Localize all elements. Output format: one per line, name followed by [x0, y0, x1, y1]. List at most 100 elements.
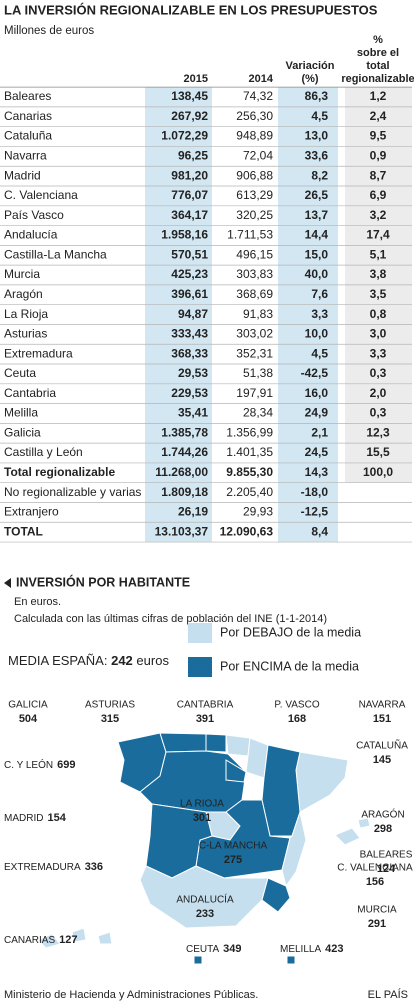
- cell: 15,0: [305, 247, 329, 261]
- region-name: BALEARES: [360, 850, 413, 861]
- cell: 396,61: [171, 287, 208, 301]
- cell: 72,04: [243, 149, 273, 163]
- cell: 368,33: [171, 346, 208, 360]
- row-label: Galicia: [4, 425, 41, 439]
- cell: 11.268,00: [155, 465, 208, 479]
- region-label: C. Y LEÓN 699: [4, 758, 75, 771]
- row-label: Ceuta: [4, 366, 36, 380]
- cell: 8,2: [311, 168, 328, 182]
- cell: 2,0: [370, 386, 387, 400]
- cell: 425,23: [171, 267, 208, 281]
- region-shape: [71, 927, 87, 943]
- column-shade: [278, 87, 338, 543]
- cell: 3,5: [370, 287, 387, 301]
- cell: -42,5: [301, 366, 329, 380]
- legend-swatch: [188, 657, 212, 677]
- media-part: euros: [136, 653, 169, 668]
- cell: 0,9: [370, 149, 387, 163]
- row-label: Andalucía: [4, 228, 58, 242]
- cell: 4,5: [311, 346, 328, 360]
- title: LA INVERSIÓN REGIONALIZABLE EN LOS PRESU…: [4, 2, 378, 17]
- region-value: 291: [368, 918, 386, 930]
- cell: 26,19: [178, 505, 208, 519]
- cell: 13,7: [305, 208, 329, 222]
- region-value: 127: [59, 934, 77, 946]
- cell: 14,4: [305, 228, 329, 242]
- region-name: P. VASCO: [274, 700, 319, 711]
- cell: 267,92: [171, 109, 208, 123]
- column-header: %: [373, 34, 383, 46]
- cell: 16,0: [305, 386, 329, 400]
- region-shape: [159, 732, 207, 753]
- cell: 35,41: [178, 406, 208, 420]
- cell: 981,20: [171, 168, 208, 182]
- cell: 24,9: [305, 406, 329, 420]
- region-label: MELILLA 423: [280, 943, 344, 955]
- row-label: Navarra: [4, 149, 47, 163]
- region-name: MURCIA: [357, 905, 397, 916]
- cell: 28,34: [243, 406, 273, 420]
- cell: 1,2: [370, 89, 387, 103]
- column-header: regionalizable: [341, 73, 414, 85]
- column-header: 2014: [249, 73, 274, 85]
- row-label: Cataluña: [4, 129, 52, 143]
- region-value: 156: [366, 876, 384, 888]
- cell: 303,83: [236, 267, 273, 281]
- region-value: 168: [288, 713, 306, 725]
- row-label: Aragón: [4, 287, 43, 301]
- row-label: Baleares: [4, 89, 51, 103]
- row-label: Castilla-La Mancha: [4, 247, 107, 261]
- row-label: TOTAL: [4, 524, 43, 538]
- cell: 1.744,26: [161, 445, 208, 459]
- row-label: La Rioja: [4, 307, 48, 321]
- region-label: EXTREMADURA 336: [4, 861, 103, 873]
- region-shape: [225, 734, 251, 757]
- row-label: Asturias: [4, 327, 47, 341]
- cell: 1.356,99: [226, 425, 273, 439]
- cell: -18,0: [301, 485, 329, 499]
- cell: 906,88: [236, 168, 273, 182]
- region-value: 275: [224, 854, 242, 866]
- cell: 1.809,18: [161, 485, 208, 499]
- brand: EL PAÍS: [368, 988, 408, 1001]
- region-name: CATALUÑA: [356, 739, 408, 752]
- region-name: CANARIAS: [4, 935, 55, 946]
- row-label: País Vasco: [4, 208, 64, 222]
- region-value: 233: [196, 908, 214, 920]
- media: MEDIA ESPAÑA: 242 euros: [8, 653, 169, 668]
- row-label: C. Valenciana: [4, 188, 78, 202]
- cell: 0,3: [370, 366, 387, 380]
- region-value: 423: [325, 943, 343, 955]
- cell: 1.385,78: [161, 425, 208, 439]
- region-name: EXTREMADURA: [4, 862, 81, 873]
- cell: 3,3: [311, 307, 328, 321]
- region-value: 315: [101, 713, 119, 725]
- region-label: CEUTA 349: [186, 943, 242, 955]
- cell: 570,51: [171, 247, 208, 261]
- region-value: 699: [57, 759, 75, 771]
- cell: 100,0: [363, 465, 393, 479]
- region-label: MADRID 154: [4, 812, 67, 824]
- region-shape: [281, 810, 307, 888]
- cell: 24,5: [305, 445, 329, 459]
- cell: 9.855,30: [226, 465, 273, 479]
- cell: 74,32: [243, 89, 273, 103]
- region-shape: [245, 737, 269, 779]
- cell: 6,9: [370, 188, 387, 202]
- cell: 320,25: [236, 208, 273, 222]
- cell: 948,89: [236, 129, 273, 143]
- legend-label: Por DEBAJO de la media: [220, 625, 361, 639]
- cell: 1.711,53: [227, 228, 273, 242]
- region-value: 301: [193, 812, 211, 824]
- row-label: Murcia: [4, 267, 40, 281]
- row-label: Castilla y León: [4, 445, 83, 459]
- cell: 7,6: [311, 287, 328, 301]
- region-shape: [225, 759, 247, 783]
- cell: 13.103,37: [155, 524, 209, 538]
- region-value: 336: [85, 861, 103, 873]
- cell: 229,53: [171, 386, 208, 400]
- cell: 91,83: [243, 307, 273, 321]
- cell: -12,5: [301, 505, 329, 519]
- cell: 14,3: [305, 465, 329, 479]
